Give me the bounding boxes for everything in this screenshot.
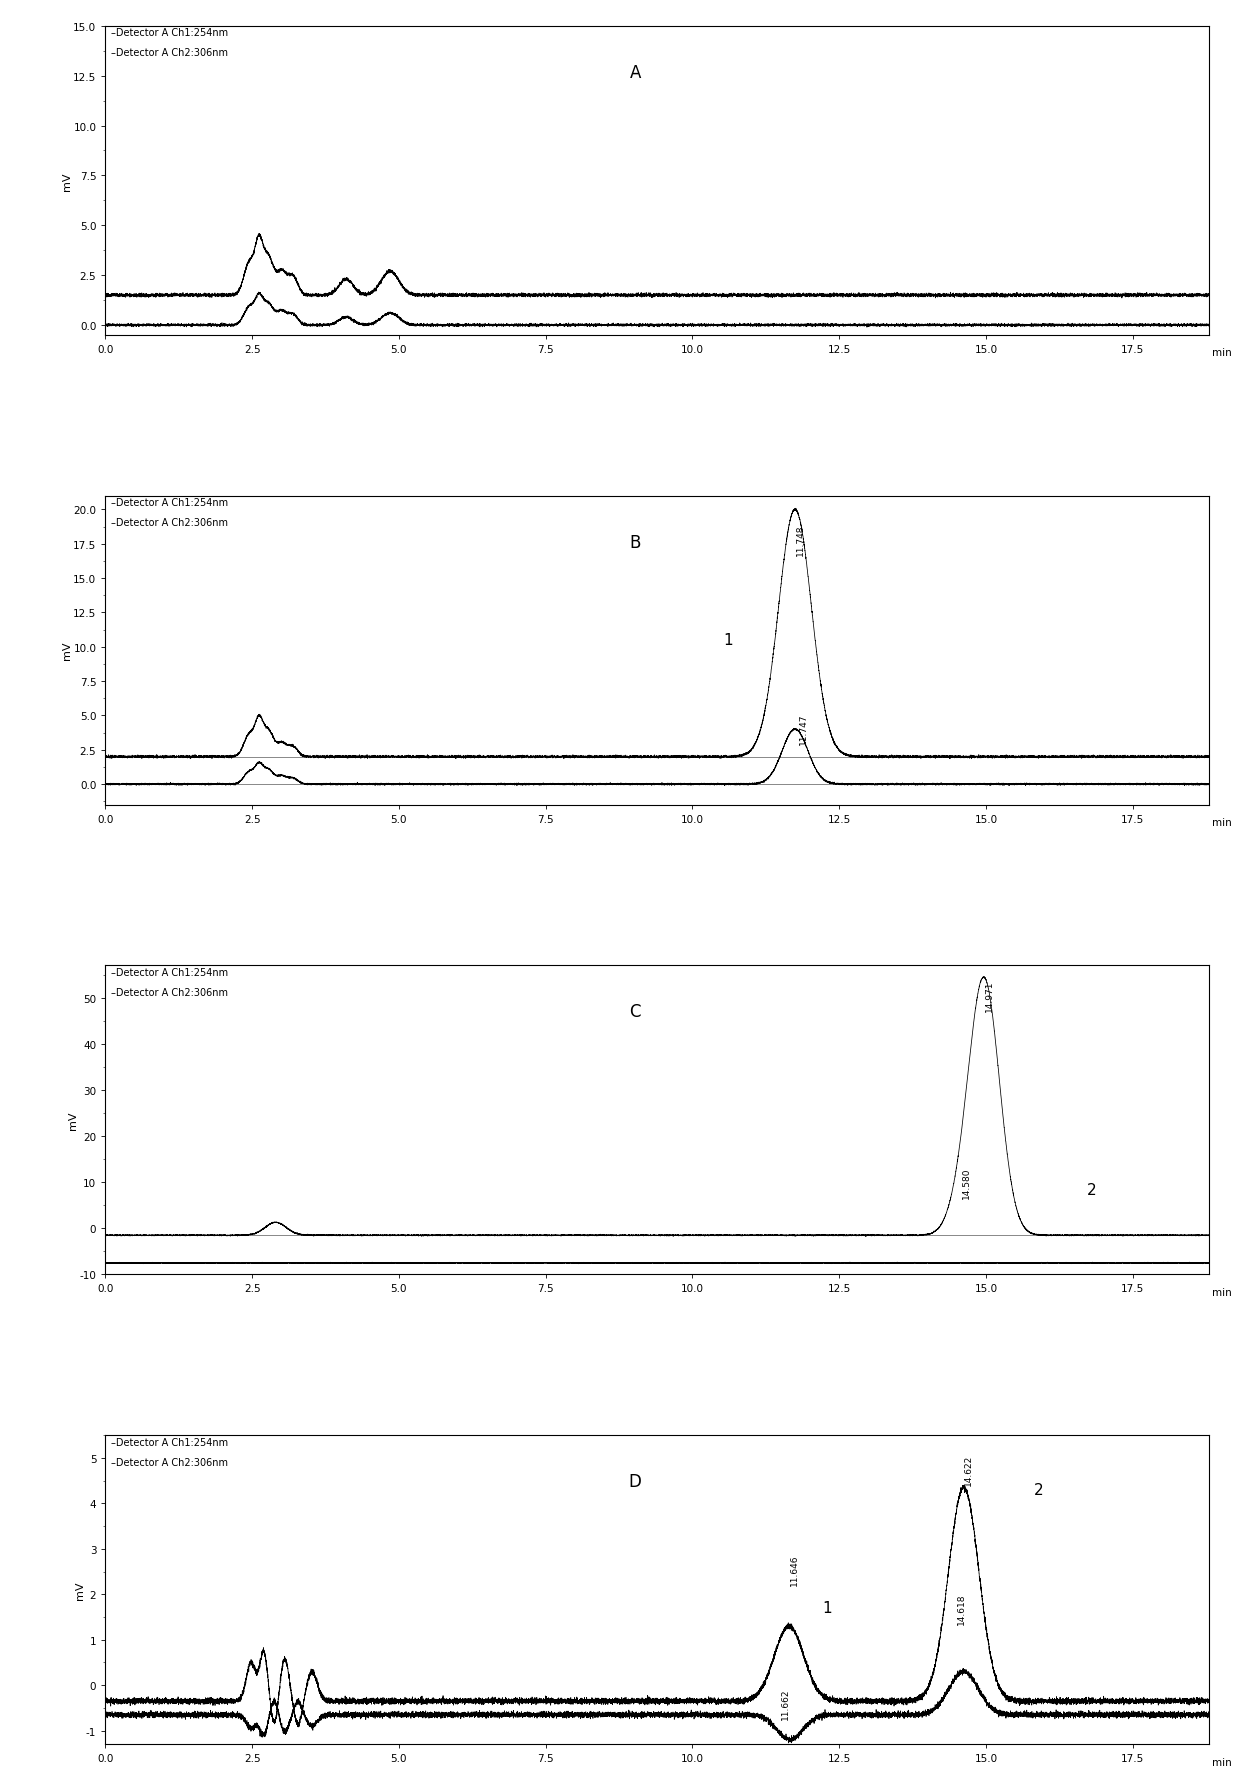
- Text: –Detector A Ch2:306nm: –Detector A Ch2:306nm: [110, 519, 228, 528]
- Text: B: B: [630, 533, 641, 551]
- Text: 2: 2: [1086, 1183, 1096, 1197]
- Y-axis label: mV: mV: [62, 642, 72, 660]
- Text: –Detector A Ch1:254nm: –Detector A Ch1:254nm: [110, 29, 228, 38]
- Text: –Detector A Ch2:306nm: –Detector A Ch2:306nm: [110, 48, 228, 59]
- Text: 11.646: 11.646: [790, 1555, 799, 1585]
- Text: 14.622: 14.622: [965, 1453, 973, 1485]
- Text: 1: 1: [822, 1601, 832, 1615]
- Text: –Detector A Ch2:306nm: –Detector A Ch2:306nm: [110, 1456, 228, 1467]
- Y-axis label: mV: mV: [62, 172, 72, 190]
- Text: min: min: [1211, 349, 1231, 358]
- Text: C: C: [630, 1004, 641, 1022]
- Text: –Detector A Ch1:254nm: –Detector A Ch1:254nm: [110, 1437, 228, 1447]
- Text: 1: 1: [723, 633, 733, 648]
- Text: 11.747: 11.747: [800, 714, 808, 744]
- Text: –Detector A Ch1:254nm: –Detector A Ch1:254nm: [110, 497, 228, 508]
- Text: min: min: [1211, 1757, 1231, 1766]
- Text: 2: 2: [1034, 1483, 1044, 1497]
- Text: A: A: [630, 64, 641, 82]
- Text: 11.662: 11.662: [780, 1687, 790, 1719]
- Text: min: min: [1211, 1286, 1231, 1297]
- Text: –Detector A Ch2:306nm: –Detector A Ch2:306nm: [110, 988, 228, 998]
- Y-axis label: mV: mV: [68, 1111, 78, 1129]
- Text: D: D: [629, 1472, 641, 1490]
- Text: 11.748: 11.748: [796, 524, 805, 555]
- Text: 14.971: 14.971: [985, 980, 993, 1011]
- Y-axis label: mV: mV: [74, 1581, 84, 1599]
- Text: 14.618: 14.618: [956, 1592, 966, 1624]
- Text: min: min: [1211, 818, 1231, 828]
- Text: –Detector A Ch1:254nm: –Detector A Ch1:254nm: [110, 968, 228, 977]
- Text: 14.580: 14.580: [962, 1166, 971, 1199]
